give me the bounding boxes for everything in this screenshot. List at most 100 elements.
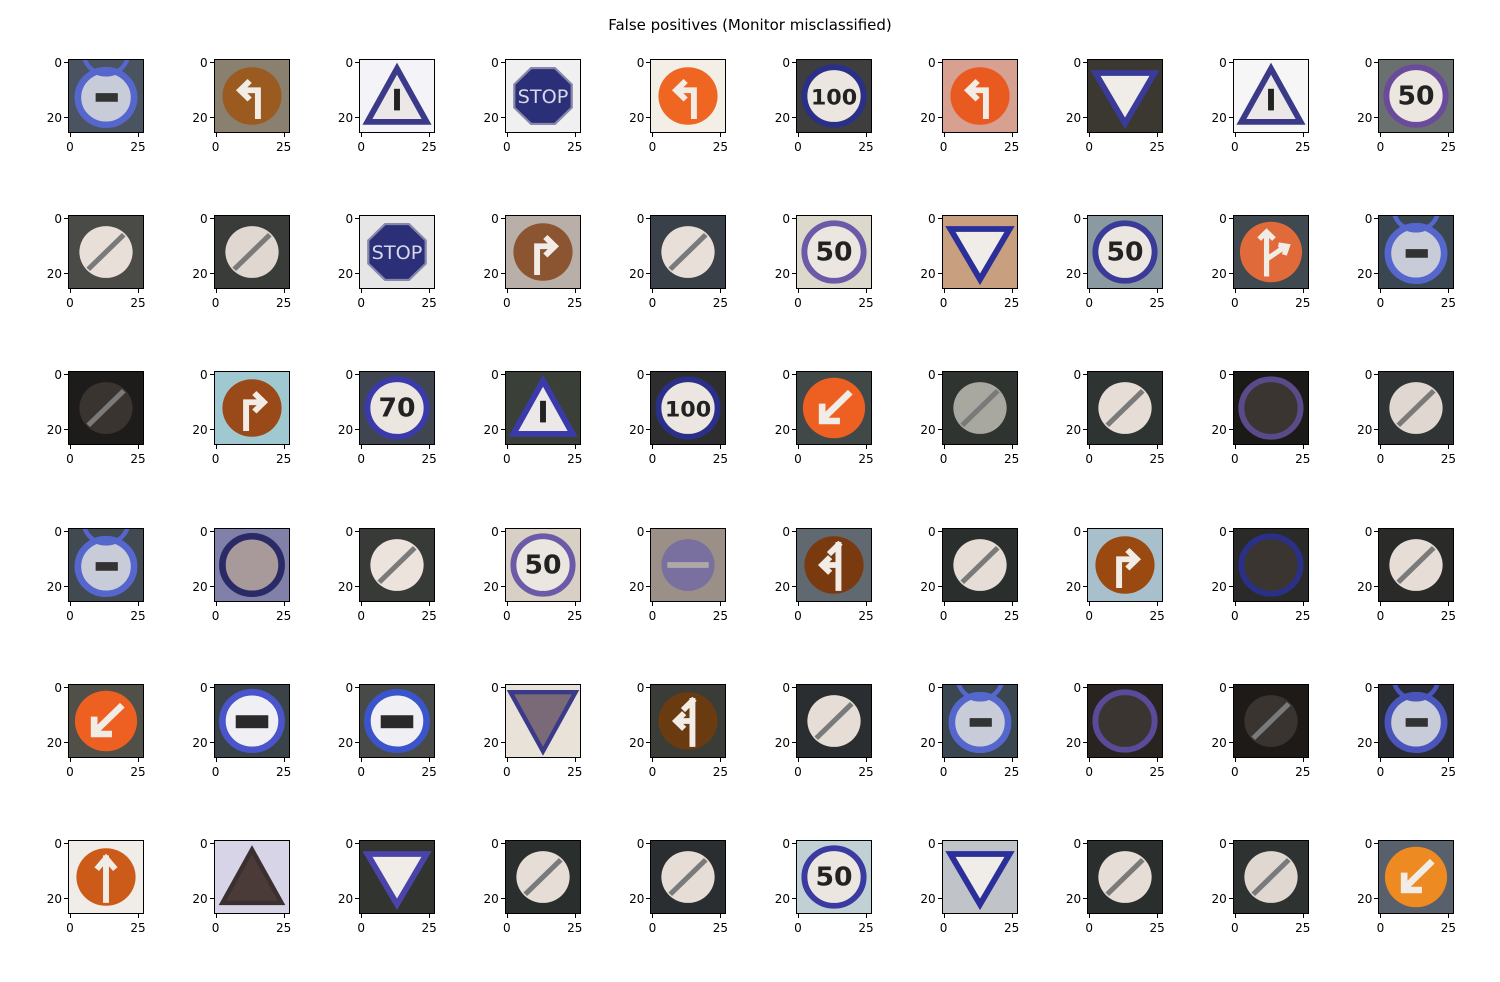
y-tick-mark [792, 218, 796, 220]
y-tick-label: 20 [1357, 579, 1373, 594]
x-tick-label: 0 [357, 140, 365, 154]
x-tick-label: 25 [567, 452, 583, 467]
y-tick-label: 0 [345, 524, 354, 539]
x-tick-mark [1234, 289, 1236, 294]
y-tick-label: 0 [1219, 837, 1227, 851]
y-tick-mark [355, 117, 360, 118]
y-tick-label: 0 [1364, 212, 1373, 227]
x-tick-label: 0 [357, 764, 365, 779]
x-tick-label: 25 [1295, 296, 1311, 311]
x-tick-label: 25 [858, 296, 874, 311]
y-tick-mark [209, 273, 214, 275]
y-tick-mark [64, 686, 68, 688]
y-tick-mark [937, 843, 942, 844]
y-tick-mark [500, 429, 505, 431]
sign-image [941, 683, 1018, 758]
x-tick-mark [361, 289, 363, 294]
x-tick-mark [1448, 289, 1450, 294]
x-tick-label: 25 [1440, 296, 1457, 311]
x-tick-label: 25 [1295, 452, 1311, 467]
sign-image [68, 59, 144, 133]
y-tick-label: 20 [483, 892, 499, 906]
y-tick-mark [500, 741, 505, 743]
x-tick-mark [1011, 445, 1013, 450]
x-tick-label: 0 [211, 921, 220, 935]
x-tick-label: 0 [211, 452, 220, 467]
subplot-r1-c10: 50 0 20 0 25 [1343, 56, 1463, 166]
y-tick-mark [646, 429, 651, 431]
subplot-r2-c7: 0 20 0 25 [907, 212, 1027, 322]
x-tick-mark [866, 757, 867, 762]
x-tick-mark [943, 601, 945, 606]
x-tick-label: 0 [648, 764, 657, 779]
y-tick-mark [646, 273, 651, 275]
x-tick-mark [138, 757, 139, 762]
y-tick-label: 20 [774, 267, 790, 282]
y-tick-mark [792, 117, 796, 118]
x-tick-label: 25 [275, 921, 292, 935]
x-tick-label: 25 [421, 608, 437, 623]
x-tick-mark [1089, 445, 1091, 450]
y-tick-label: 20 [1211, 111, 1227, 125]
x-tick-mark [574, 133, 576, 137]
y-tick-mark [64, 530, 68, 532]
x-tick-label: 25 [1149, 140, 1165, 154]
y-tick-mark [355, 218, 360, 220]
y-tick-mark [209, 686, 214, 688]
x-tick-mark [138, 133, 139, 137]
y-tick-mark [937, 530, 942, 532]
x-tick-mark [1011, 133, 1013, 137]
x-tick-label: 25 [858, 921, 874, 935]
y-tick-label: 20 [46, 111, 62, 125]
x-tick-label: 25 [1149, 608, 1165, 623]
y-tick-mark [937, 117, 942, 118]
y-tick-mark [500, 117, 505, 118]
y-tick-mark [1374, 898, 1379, 899]
subplot-r5-c5: 0 20 0 25 [615, 681, 735, 791]
sign-speed-limit: 100 [651, 372, 726, 445]
x-tick-label: 0 [66, 764, 74, 779]
sign-image [650, 527, 727, 602]
subplot-r5-c1: 0 20 0 25 [33, 681, 153, 791]
sign-image [941, 840, 1018, 914]
y-tick-mark [1083, 374, 1088, 376]
subplot-r4-c3: 0 20 0 25 [324, 525, 444, 635]
sign-end-restriction [214, 216, 289, 289]
sign-image [941, 215, 1018, 290]
x-tick-mark [1302, 133, 1304, 137]
subplot-r5-c10: 0 20 0 25 [1343, 681, 1463, 791]
y-tick-mark [1228, 898, 1233, 899]
sign-image [1087, 59, 1164, 133]
sign-text: 50 [1398, 82, 1435, 112]
y-tick-mark [209, 62, 214, 63]
y-tick-label: 20 [1357, 423, 1373, 438]
sign-image [796, 371, 872, 446]
x-tick-mark [652, 914, 654, 918]
x-tick-label: 0 [211, 764, 220, 779]
sign-image: 100 [650, 371, 727, 446]
subplot-r5-c3: 0 20 0 25 [324, 681, 444, 791]
y-tick-label: 0 [782, 680, 790, 695]
y-tick-label: 0 [927, 368, 936, 383]
subplot-r6-c6: 50 0 20 0 25 [761, 837, 881, 947]
x-tick-mark [720, 757, 722, 762]
sign-triangle-warning [505, 372, 580, 445]
sign-speed-limit: 70 [360, 372, 435, 445]
sign-end-restriction [69, 216, 143, 289]
y-tick-label: 20 [1357, 267, 1373, 282]
x-tick-label: 0 [1376, 764, 1385, 779]
y-tick-label: 20 [1211, 267, 1227, 282]
x-tick-mark [1157, 445, 1159, 450]
sign-image [68, 527, 144, 602]
x-tick-mark [943, 757, 945, 762]
y-tick-mark [1083, 686, 1088, 688]
y-tick-label: 20 [920, 735, 936, 750]
x-tick-label: 0 [1085, 296, 1093, 311]
subplot-r1-c1: 0 20 0 25 [33, 56, 153, 166]
sign-end-restriction [1379, 528, 1454, 601]
y-tick-label: 0 [1073, 56, 1082, 70]
y-tick-mark [1083, 429, 1088, 431]
subplot-r2-c4: 0 20 0 25 [470, 212, 590, 322]
y-tick-label: 20 [483, 267, 499, 282]
x-tick-mark [1011, 914, 1013, 918]
